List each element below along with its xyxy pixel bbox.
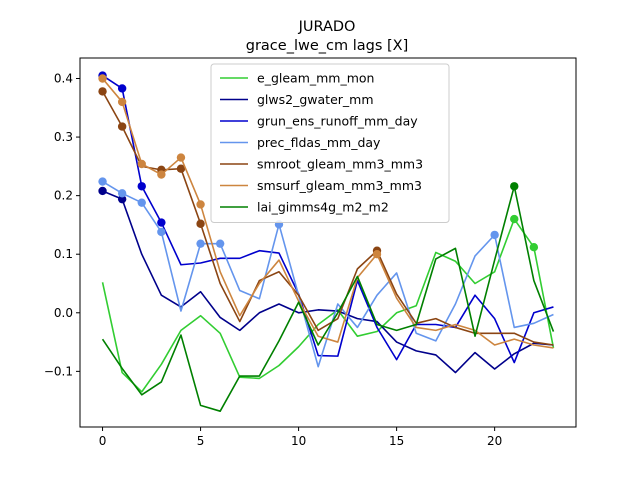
series-5-point-3	[157, 170, 166, 179]
series-line-0	[101, 218, 555, 393]
series-3-point-1	[117, 189, 127, 198]
series-line-1	[102, 190, 554, 374]
series-line-3	[102, 180, 554, 368]
legend-label-3: prec_fldas_mm_day	[257, 135, 381, 150]
y-tick-label-2: 0.1	[54, 247, 73, 261]
series-3-point-20	[490, 230, 499, 240]
legend-box	[210, 63, 450, 223]
series-line-6	[101, 185, 555, 412]
x-tick-label-4: 20	[487, 434, 502, 448]
legend: e_gleam_mm_mon glws2_gwater_mm grun_ens_ru…	[210, 63, 450, 223]
series-2-point-3	[157, 218, 166, 227]
series-0-point-22	[529, 242, 539, 252]
legend-label-0: e_gleam_mm_mon	[257, 71, 374, 86]
x-tick-label-0: 0	[99, 434, 107, 448]
series-3-point-5	[196, 239, 205, 248]
legend-label-6: lai_gimms4g_m2_m2	[257, 200, 389, 215]
series-6-point-21	[510, 182, 519, 191]
axes-layer: 0 5 10 15 20 −0.1 0.0 0.1 0.2 0.3 0.4	[44, 72, 502, 449]
chart-subtitle: grace_lwe_cm lags [X]	[246, 38, 409, 54]
y-tick-label-0: −0.1	[44, 364, 73, 378]
series-1-point-1	[117, 194, 127, 204]
series-4-point-5	[196, 219, 205, 228]
series-1-point-0	[98, 186, 107, 196]
series-5-point-0	[98, 74, 107, 83]
series-line-5	[101, 77, 554, 349]
series-line-2	[102, 74, 554, 364]
series-5-point-2	[137, 159, 146, 169]
chart-title: JURADO	[298, 19, 356, 35]
series-5-point-14	[372, 250, 382, 259]
legend-label-1: glws2_gwater_mm	[257, 92, 374, 107]
series-4-point-0	[98, 87, 107, 96]
legend-label-2: grun_ens_runoff_mm_day	[257, 114, 418, 129]
series-layer	[98, 71, 555, 412]
series-4-point-4	[176, 164, 186, 173]
series-3-point-0	[98, 177, 107, 186]
plot-frame	[79, 57, 577, 428]
series-5-point-5	[196, 200, 205, 209]
y-tick-label-5: 0.4	[54, 72, 73, 86]
y-tick-label-3: 0.2	[54, 189, 73, 203]
series-3-point-3	[157, 227, 166, 237]
series-0-point-21	[510, 214, 519, 224]
x-tick-label-2: 10	[291, 434, 306, 448]
y-tick-label-4: 0.3	[54, 130, 73, 144]
legend-label-5: smsurf_gleam_mm3_mm3	[257, 178, 422, 193]
series-5-point-4	[176, 153, 186, 162]
series-4-point-1	[117, 122, 127, 131]
x-tick-label-3: 15	[389, 434, 404, 448]
series-3-point-6	[215, 239, 225, 248]
series-3-point-2	[137, 198, 146, 207]
series-2-point-1	[117, 84, 127, 93]
x-tick-label-1: 5	[197, 434, 205, 448]
series-2-point-2	[137, 182, 146, 191]
y-tick-label-1: 0.0	[54, 306, 73, 320]
legend-label-4: smroot_gleam_mm3_mm3	[257, 157, 423, 172]
series-5-point-1	[117, 97, 127, 107]
